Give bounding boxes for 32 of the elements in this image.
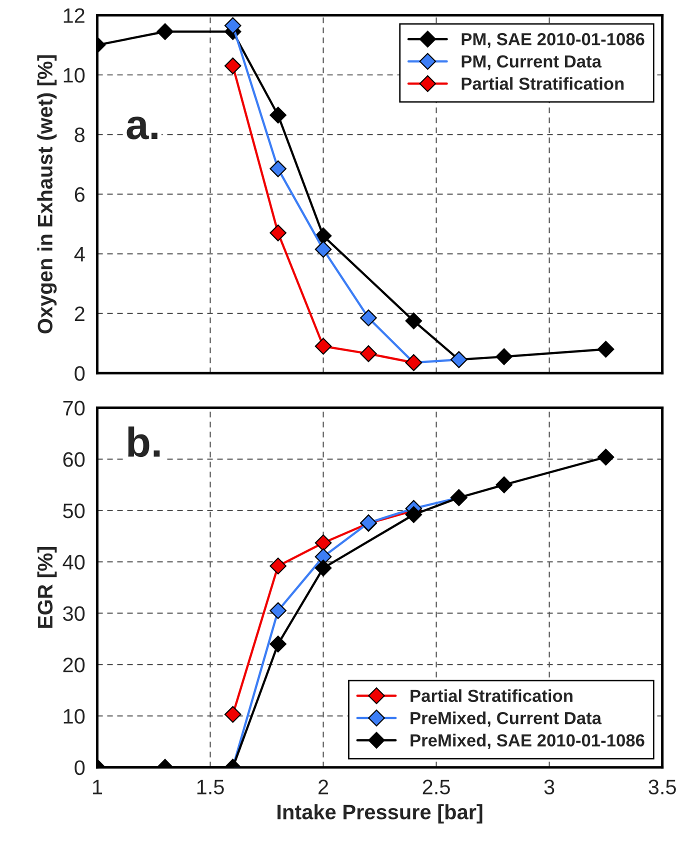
legend-label: Partial Stratification (410, 689, 572, 702)
legend-label: PM, Current Data (462, 55, 602, 70)
y-tick-label: 30 (63, 606, 85, 621)
y-tick-label: 0 (74, 366, 85, 381)
legend-label: PreMixed, Current Data (410, 712, 602, 727)
y-tick-label: 8 (74, 128, 85, 142)
x-axis-title: Intake Pressure [bar] (278, 804, 482, 824)
x-tick-label: 2 (318, 780, 328, 794)
y-tick-label: 12 (64, 8, 84, 23)
y-tick-label: 60 (63, 452, 85, 467)
y-tick-label: 4 (74, 247, 85, 262)
legend-label: Partial Stratification (462, 77, 624, 90)
x-tick-label: 2.5 (422, 780, 450, 794)
y-tick-label: 70 (63, 400, 85, 416)
y-tick-label: 50 (63, 504, 85, 518)
y-tick-label: 0 (74, 760, 85, 776)
x-tick-label: 3.5 (648, 780, 676, 794)
x-tick-label: 1 (93, 780, 102, 794)
annotation: a. (126, 116, 158, 140)
y-tick-label: 6 (74, 187, 85, 202)
x-tick-label: 3 (544, 780, 554, 794)
y-tick-label: 2 (74, 306, 84, 321)
legend-label: PM, SAE 2010-01-1086 (462, 33, 644, 48)
annotation: b. (128, 426, 160, 458)
y-tick-label: 20 (63, 658, 85, 672)
y-tick-label: 40 (62, 554, 85, 570)
y-tick-label: 10 (64, 708, 85, 724)
y-axis-title: EGR [%] (37, 547, 57, 628)
x-tick-label: 1.5 (197, 780, 224, 794)
legend-label: PreMixed, SAE 2010-01-1086 (410, 734, 644, 750)
y-tick-label: 10 (64, 68, 85, 83)
y-axis-title: Oxygen in Exhaust (wet) [%] (37, 55, 57, 334)
